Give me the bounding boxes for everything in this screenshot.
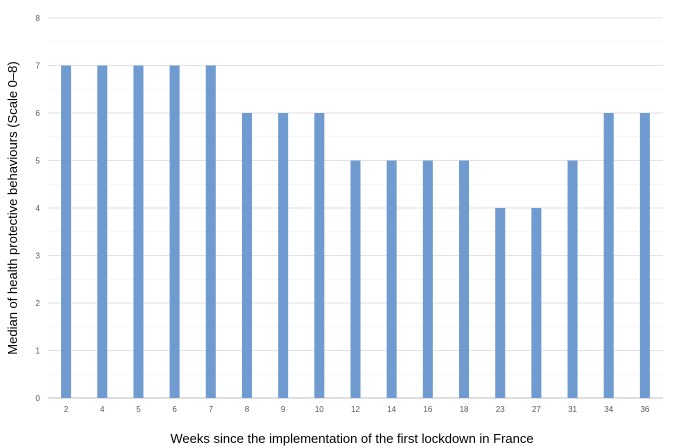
x-tick-label: 2 <box>64 405 69 414</box>
bar-week-31 <box>567 160 578 398</box>
bar-week-27 <box>531 208 542 398</box>
x-tick-label: 12 <box>351 405 360 414</box>
y-tick-label: 0 <box>36 394 41 403</box>
x-tick-label: 31 <box>568 405 577 414</box>
y-tick-label: 4 <box>36 204 41 213</box>
bar-week-10 <box>314 113 325 398</box>
bar-week-34 <box>603 113 614 398</box>
y-tick-label: 2 <box>36 299 41 308</box>
x-tick-label: 14 <box>387 405 396 414</box>
bar-week-4 <box>97 65 108 398</box>
bar-week-18 <box>459 160 470 398</box>
bar-week-2 <box>61 65 72 398</box>
x-axis-ticks: 2 4 5 6 7 8 9 10 12 14 16 18 23 27 31 34 36 <box>64 405 650 414</box>
bar-week-8 <box>241 113 252 398</box>
x-tick-label: 4 <box>100 405 105 414</box>
x-tick-label: 8 <box>245 405 250 414</box>
bar-week-7 <box>205 65 216 398</box>
bar-week-9 <box>278 113 289 398</box>
bars <box>61 65 650 398</box>
x-tick-label: 7 <box>209 405 214 414</box>
y-tick-label: 8 <box>36 14 41 23</box>
y-tick-label: 7 <box>36 62 41 71</box>
x-tick-label: 23 <box>496 405 505 414</box>
x-tick-label: 27 <box>532 405 541 414</box>
y-tick-label: 5 <box>36 157 41 166</box>
bar-week-5 <box>133 65 144 398</box>
x-axis-title: Weeks since the implementation of the fi… <box>170 431 533 446</box>
x-tick-label: 34 <box>604 405 613 414</box>
x-tick-label: 9 <box>281 405 286 414</box>
bar-week-16 <box>422 160 433 398</box>
bar-week-23 <box>495 208 506 398</box>
x-tick-label: 10 <box>315 405 324 414</box>
x-tick-label: 16 <box>423 405 432 414</box>
bar-week-36 <box>639 113 650 398</box>
x-tick-label: 6 <box>172 405 177 414</box>
y-axis-ticks: 0 1 2 3 4 5 6 7 8 <box>36 14 41 403</box>
x-tick-label: 5 <box>136 405 141 414</box>
x-tick-label: 36 <box>640 405 649 414</box>
bar-week-14 <box>386 160 397 398</box>
y-tick-label: 3 <box>36 252 41 261</box>
y-axis-title: Median of health protective behaviours (… <box>5 61 20 354</box>
y-tick-label: 6 <box>36 109 41 118</box>
y-tick-label: 1 <box>36 347 41 356</box>
x-tick-label: 18 <box>460 405 469 414</box>
bar-week-6 <box>169 65 180 398</box>
bar-week-12 <box>350 160 361 398</box>
